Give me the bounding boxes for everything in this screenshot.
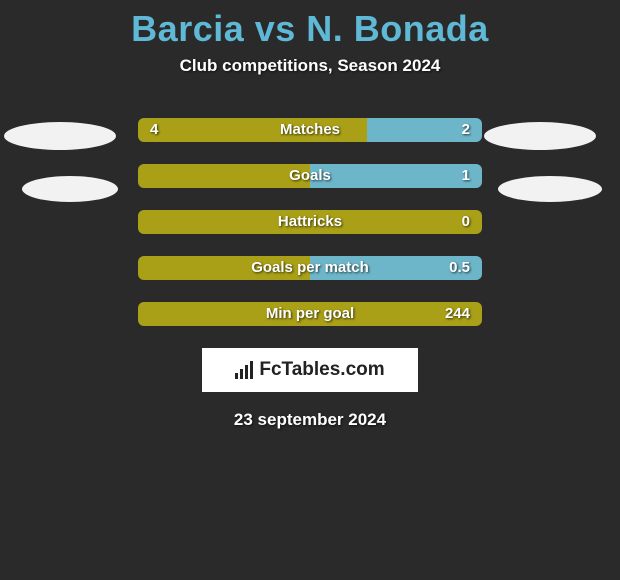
stat-row: Goals per match0.5 — [138, 256, 482, 280]
profile-ellipse — [498, 176, 602, 202]
profile-ellipse — [4, 122, 116, 150]
stat-value-right: 2 — [462, 118, 470, 142]
stat-value-right: 0 — [462, 210, 470, 234]
stat-label: Goals — [138, 164, 482, 188]
stat-value-right: 0.5 — [449, 256, 470, 280]
stat-label: Hattricks — [138, 210, 482, 234]
profile-ellipse — [484, 122, 596, 150]
page-title: Barcia vs N. Bonada — [0, 0, 620, 50]
subtitle: Club competitions, Season 2024 — [0, 56, 620, 76]
stat-label: Matches — [138, 118, 482, 142]
stat-row: Hattricks0 — [138, 210, 482, 234]
stat-value-right: 1 — [462, 164, 470, 188]
stat-value-right: 244 — [445, 302, 470, 326]
logo-text: FcTables.com — [259, 359, 384, 381]
stat-label: Min per goal — [138, 302, 482, 326]
stat-row: Min per goal244 — [138, 302, 482, 326]
stat-label: Goals per match — [138, 256, 482, 280]
logo-box: FcTables.com — [202, 348, 418, 392]
stat-row: Matches4 2 — [138, 118, 482, 142]
stat-value-left: 4 — [150, 118, 158, 142]
profile-ellipse — [22, 176, 118, 202]
fctables-logo: FcTables.com — [235, 359, 384, 381]
date-text: 23 september 2024 — [0, 410, 620, 430]
bar-chart-icon — [235, 361, 253, 379]
stat-row: Goals1 — [138, 164, 482, 188]
